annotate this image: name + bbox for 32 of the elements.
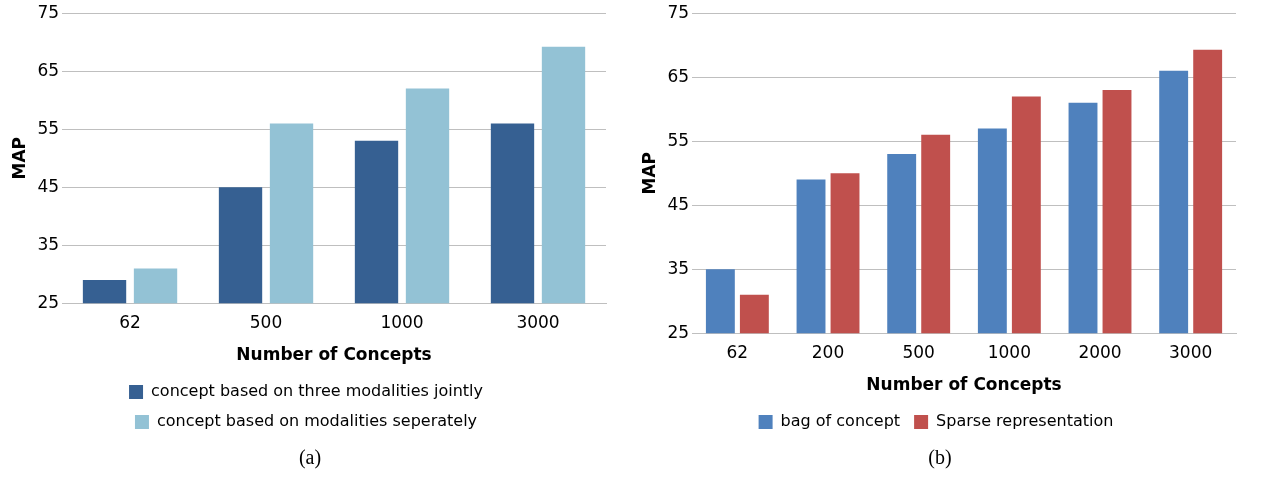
text: (a) [297, 445, 323, 471]
y-tick-label: 25 [37, 291, 60, 312]
x-tick-label: 3000 [1169, 341, 1213, 362]
y-tick-label: 45 [667, 193, 690, 214]
y-axis-title: MAP [638, 151, 659, 195]
x-tick-label: 500 [249, 311, 283, 332]
y-axis-title: MAP [8, 136, 29, 180]
x-tick-label: 62 [119, 311, 141, 332]
x-tick-label: 500 [902, 341, 935, 362]
y-tick-label: 75 [37, 1, 60, 22]
y-tick-label: 45 [37, 175, 60, 196]
y-tick-label: 55 [37, 117, 60, 138]
y-tick-label: 75 [667, 1, 690, 22]
x-tick-label: 1000 [380, 311, 424, 332]
x-tick-label: 200 [811, 341, 845, 362]
y-tick-label: 65 [667, 65, 690, 86]
x-tick-label: 3000 [516, 311, 560, 332]
text: (b) [927, 445, 953, 470]
x-axis-title: Number of Concepts [866, 374, 1062, 395]
x-tick-label: 62 [726, 341, 749, 362]
y-tick-label: 25 [667, 321, 690, 342]
y-tick-label: 65 [37, 59, 60, 80]
legend-label: concept based on three modalities jointly [151, 381, 483, 401]
legend-label: Sparse representation [936, 411, 1114, 431]
y-tick-label: 35 [37, 233, 60, 254]
x-axis-title: Number of Concepts [236, 344, 432, 365]
x-tick-label: 2000 [1078, 341, 1122, 362]
x-tick-label: 1000 [987, 341, 1031, 362]
legend-label: bag of concept [780, 411, 901, 431]
legend-label: concept based on modalities seperately [156, 411, 478, 431]
y-tick-label: 35 [667, 257, 690, 278]
y-tick-label: 55 [667, 129, 690, 150]
